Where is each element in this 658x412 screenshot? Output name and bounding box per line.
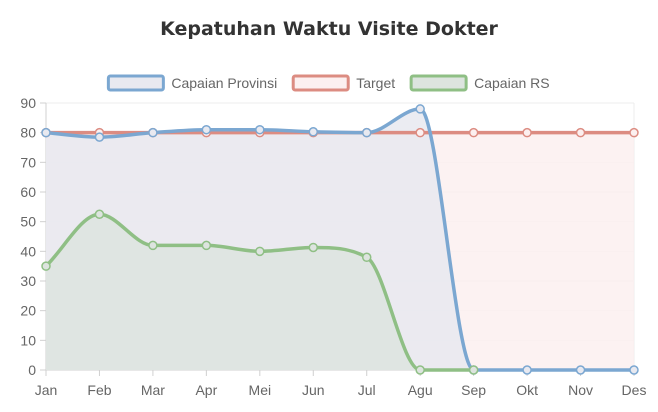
y-tick-label: 10 bbox=[20, 332, 36, 348]
legend-swatch bbox=[409, 74, 468, 92]
x-tick-label: Jul bbox=[358, 382, 376, 398]
x-tick-label: Feb bbox=[87, 382, 111, 398]
x-tick-label: Sep bbox=[461, 382, 486, 398]
x-tick-label: Des bbox=[622, 382, 647, 398]
legend-label: Capaian Provinsi bbox=[171, 75, 277, 91]
legend-label: Capaian RS bbox=[474, 75, 550, 91]
data-point bbox=[575, 127, 586, 138]
data-point bbox=[415, 365, 425, 375]
x-tick-label: Mar bbox=[141, 382, 165, 398]
y-tick-label: 90 bbox=[20, 95, 36, 111]
y-tick-label: 80 bbox=[20, 125, 36, 141]
data-point bbox=[629, 127, 639, 138]
data-point bbox=[148, 240, 158, 251]
data-point bbox=[41, 261, 51, 271]
data-point bbox=[629, 365, 639, 375]
series-points bbox=[41, 104, 639, 375]
x-tick-label: Apr bbox=[195, 382, 217, 398]
y-tick-label: 0 bbox=[28, 362, 36, 378]
y-tick-label: 50 bbox=[20, 214, 36, 230]
y-tick-label: 40 bbox=[20, 243, 36, 259]
legend-swatch bbox=[291, 74, 350, 92]
legend-label: Target bbox=[356, 75, 395, 91]
series-areas bbox=[46, 108, 634, 370]
data-point bbox=[468, 365, 479, 375]
chart-title: Kepatuhan Waktu Visite Dokter bbox=[160, 18, 498, 40]
y-tick-label: 20 bbox=[20, 303, 36, 319]
legend: Capaian Provinsi Target Capaian RS bbox=[106, 74, 550, 92]
x-tick-label: Agu bbox=[408, 382, 433, 398]
data-point bbox=[468, 127, 479, 138]
data-point bbox=[308, 242, 319, 253]
data-point bbox=[522, 365, 532, 375]
data-point bbox=[148, 127, 158, 138]
data-point bbox=[575, 365, 586, 375]
y-tick-label: 30 bbox=[20, 273, 36, 289]
x-tick-label: Jun bbox=[302, 382, 325, 398]
x-tick-label: Okt bbox=[516, 382, 538, 398]
x-tick-label: Jan bbox=[35, 382, 58, 398]
data-point bbox=[41, 127, 51, 138]
data-point bbox=[201, 124, 212, 135]
data-point bbox=[94, 132, 105, 142]
data-point bbox=[415, 104, 425, 114]
series-area-2 bbox=[46, 214, 474, 370]
legend-item: Capaian RS bbox=[409, 74, 550, 92]
data-point bbox=[201, 240, 212, 251]
data-point bbox=[94, 209, 105, 219]
y-tick-label: 60 bbox=[20, 184, 36, 200]
legend-swatch bbox=[106, 74, 165, 92]
legend-item: Target bbox=[291, 74, 395, 92]
x-tick-label: Mei bbox=[249, 382, 272, 398]
data-point bbox=[522, 127, 532, 138]
legend-item: Capaian Provinsi bbox=[106, 74, 277, 92]
data-point bbox=[361, 127, 372, 138]
data-point bbox=[415, 127, 425, 138]
x-tick-label: Nov bbox=[568, 382, 593, 398]
data-point bbox=[361, 252, 372, 263]
data-point bbox=[255, 246, 265, 257]
y-tick-label: 70 bbox=[20, 154, 36, 170]
data-point bbox=[308, 127, 319, 137]
data-point bbox=[255, 124, 265, 135]
